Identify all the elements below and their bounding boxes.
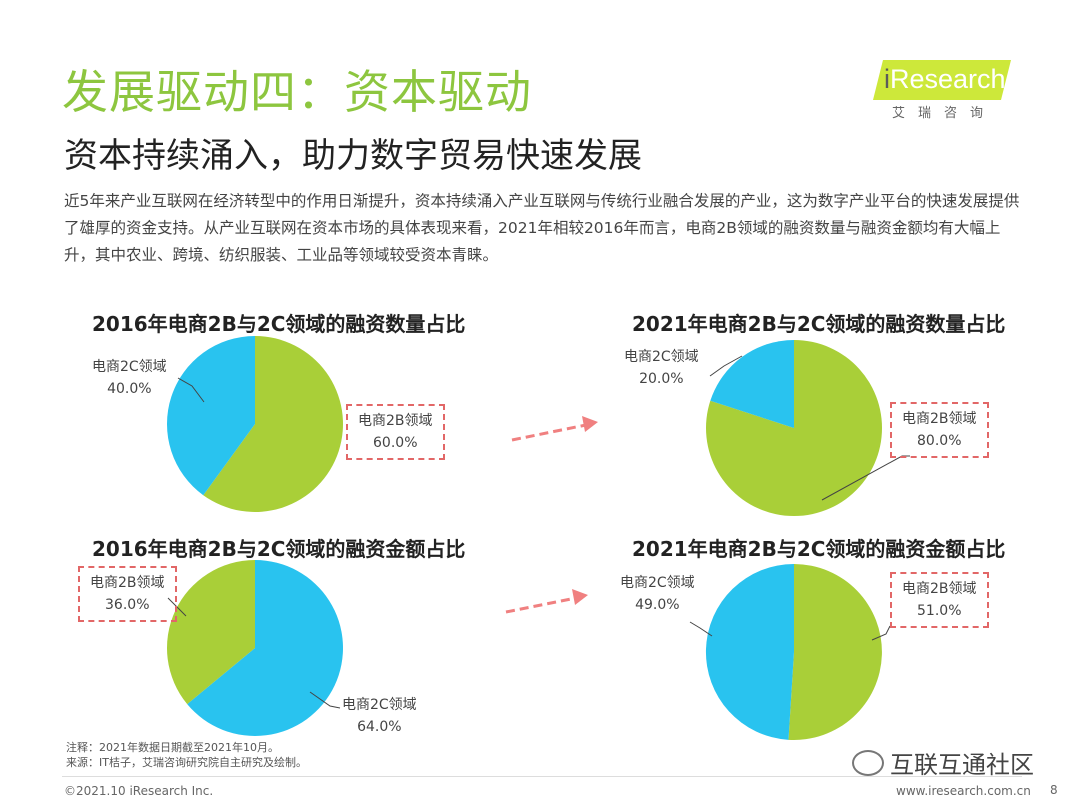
pie-slice (705, 563, 794, 740)
slice-name: 电商2C领域 (620, 575, 695, 591)
chart-title: 2016年电商2B与2C领域的融资金额占比 (92, 537, 466, 561)
logo-research: Research (890, 64, 1006, 94)
pie-slice (788, 564, 882, 740)
leader-line (689, 621, 713, 637)
pie-slice (166, 560, 255, 705)
slice-value: 36.0% (105, 597, 150, 613)
pie-slice (187, 560, 343, 736)
website-link[interactable]: www.iresearch.com.cn (896, 784, 1031, 798)
leader-line (167, 597, 187, 617)
iresearch-logo: iResearch 艾瑞咨询 (873, 58, 1024, 121)
leader-line (177, 377, 205, 403)
slice-name: 电商2C领域 (624, 349, 699, 365)
page-subtitle: 资本持续涌入，助力数字贸易快速发展 (64, 136, 642, 176)
arrow-icon (505, 589, 588, 614)
pie-slice (706, 340, 883, 516)
pie-slice (166, 336, 255, 496)
logo-wordmark: iResearch (884, 64, 1006, 95)
chart-title: 2021年电商2B与2C领域的融资数量占比 (632, 312, 1006, 336)
footnote: 注释：2021年数据日期截至2021年10月。 来源：IT桔子，艾瑞咨询研究院自… (66, 740, 307, 770)
page-title: 发展驱动四：资本驱动 (62, 65, 532, 119)
wechat-icon (852, 750, 884, 776)
arrow-icon (511, 416, 598, 442)
leader-line (871, 625, 891, 641)
logo-i: i (884, 64, 890, 94)
leader-line (709, 355, 743, 377)
slice-name: 电商2C领域 (342, 697, 417, 713)
slice-label-highlighted: 电商2B领域 80.0% (890, 402, 989, 458)
slice-value: 49.0% (635, 597, 680, 613)
slice-name: 电商2B领域 (358, 413, 433, 429)
pie-chart-2016-count (166, 336, 343, 513)
slice-label: 电商2C领域 40.0% (92, 356, 167, 400)
slice-name: 电商2C领域 (92, 359, 167, 375)
intro-paragraph: 近5年来产业互联网在经济转型中的作用日渐提升，资本持续涌入产业互联网与传统行业融… (64, 192, 1020, 264)
pie-chart-2016-amount (166, 560, 343, 736)
slice-value: 51.0% (917, 603, 962, 619)
slice-value: 60.0% (373, 435, 418, 451)
footnote-source: 来源：IT桔子，艾瑞咨询研究院自主研究及绘制。 (66, 756, 307, 769)
pie-slice (710, 340, 794, 428)
copyright: ©2021.10 iResearch Inc. (64, 784, 214, 798)
slice-label: 电商2C领域 49.0% (620, 572, 695, 616)
pie-slice (203, 336, 343, 513)
leader-line (309, 691, 341, 709)
slice-name: 电商2B领域 (902, 411, 977, 427)
slice-value: 20.0% (639, 371, 684, 387)
logo-chinese: 艾瑞咨询 (891, 106, 996, 121)
page-number: 8 (1050, 783, 1058, 797)
watermark: 互联互通社区 (852, 745, 1034, 780)
slice-label-highlighted: 电商2B领域 51.0% (890, 572, 989, 628)
footer-divider (62, 776, 1022, 777)
slice-label-highlighted: 电商2B领域 36.0% (78, 566, 177, 622)
slice-label-highlighted: 电商2B领域 60.0% (346, 404, 445, 460)
chart-title: 2021年电商2B与2C领域的融资金额占比 (632, 537, 1006, 561)
footnote-note: 注释：2021年数据日期截至2021年10月。 (66, 741, 279, 754)
slice-value: 80.0% (917, 433, 962, 449)
slice-label: 电商2C领域 64.0% (342, 694, 417, 738)
slice-value: 64.0% (357, 719, 402, 735)
chart-title: 2016年电商2B与2C领域的融资数量占比 (92, 312, 466, 336)
slice-name: 电商2B领域 (902, 581, 977, 597)
slice-value: 40.0% (107, 381, 152, 397)
slice-name: 电商2B领域 (90, 575, 165, 591)
slice-label: 电商2C领域 20.0% (624, 346, 699, 390)
pie-chart-2021-amount (705, 563, 882, 740)
pie-chart-2021-count (706, 340, 883, 516)
watermark-text: 互联互通社区 (890, 751, 1034, 779)
